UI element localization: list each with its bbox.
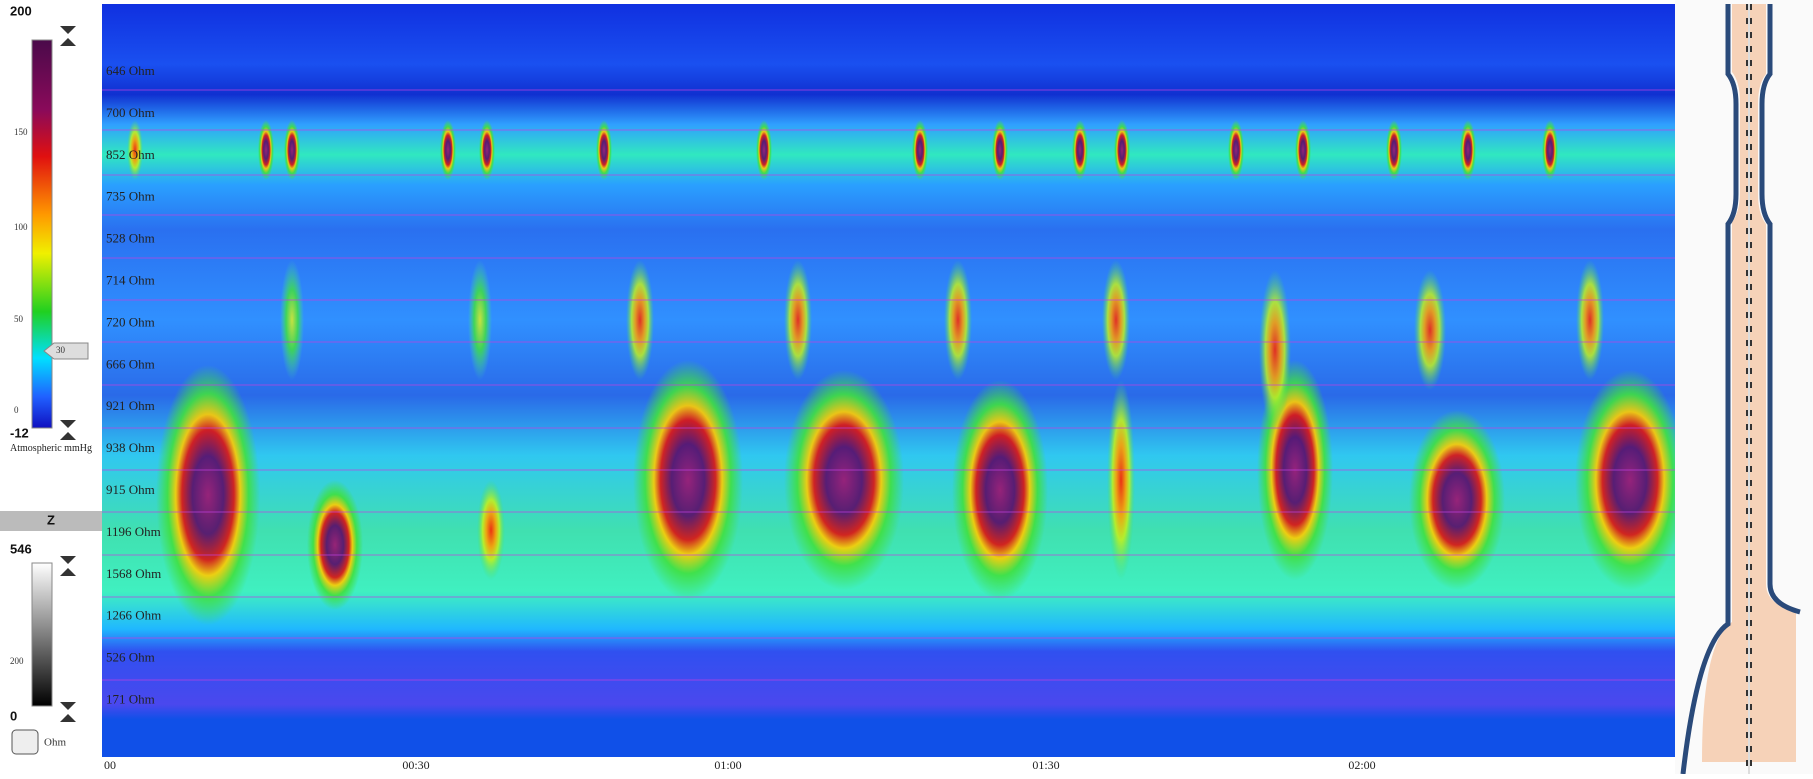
- channel-label: 700 Ohm: [106, 105, 155, 120]
- time-label: 02:00: [1348, 758, 1375, 772]
- impedance-unit: Ohm: [44, 737, 66, 749]
- channel-label: 528 Ohm: [106, 231, 155, 246]
- pressure-max: 200: [10, 3, 32, 18]
- time-label: 00:30: [402, 758, 429, 772]
- channel-label: 1568 Ohm: [106, 566, 161, 581]
- impedance-tick: 200: [10, 656, 24, 666]
- time-label: 00: [104, 758, 116, 772]
- pressure-colorbar: [31, 39, 53, 429]
- channel-label: 852 Ohm: [106, 147, 155, 162]
- channel-label: 1196 Ohm: [106, 524, 161, 539]
- channel-label: 938 Ohm: [106, 440, 155, 455]
- catheter-diagram: [1675, 0, 1813, 775]
- pressure-tick: 150: [14, 127, 28, 137]
- impedance-min: 0: [10, 708, 17, 723]
- impedance-max: 546: [10, 541, 32, 556]
- threshold-value: 30: [56, 345, 66, 355]
- pressure-min-spinner[interactable]: [60, 420, 76, 440]
- channel-label: 915 Ohm: [106, 482, 155, 497]
- time-label: 01:30: [1032, 758, 1059, 772]
- channel-label: 171 Ohm: [106, 691, 155, 706]
- pressure-tick: 100: [14, 222, 28, 232]
- channel-label: 1266 Ohm: [106, 608, 161, 623]
- impedance-max-spinner[interactable]: [60, 556, 76, 576]
- pressure-tick: 50: [14, 314, 24, 324]
- channel-label: 666 Ohm: [106, 356, 155, 371]
- z-header-bar: [0, 511, 102, 531]
- channel-label: 921 Ohm: [106, 398, 155, 413]
- ohm-toggle[interactable]: [11, 729, 39, 755]
- pressure-min: -12: [10, 425, 29, 440]
- z-header: Z: [47, 512, 55, 527]
- channel-labels: 646 Ohm 700 Ohm 852 Ohm 735 Ohm 528 Ohm 714 O…: [106, 63, 161, 707]
- time-label: 01:00: [714, 758, 741, 772]
- pressure-tick: 0: [14, 405, 19, 415]
- pressure-topography: [102, 4, 1685, 757]
- pressure-unit: Atmospheric mmHg: [10, 443, 92, 454]
- channel-label: 526 Ohm: [106, 650, 155, 665]
- threshold-slider[interactable]: [43, 342, 89, 360]
- channel-label: 646 Ohm: [106, 63, 155, 78]
- impedance-greybar: [31, 562, 53, 707]
- pressure-max-spinner[interactable]: [60, 26, 76, 46]
- impedance-min-spinner[interactable]: [60, 702, 76, 722]
- channel-label: 720 Ohm: [106, 314, 155, 329]
- channel-label: 735 Ohm: [106, 189, 155, 204]
- channel-label: 714 Ohm: [106, 272, 155, 287]
- time-axis: 00 00:30 01:00 01:30 02:00: [104, 758, 1376, 772]
